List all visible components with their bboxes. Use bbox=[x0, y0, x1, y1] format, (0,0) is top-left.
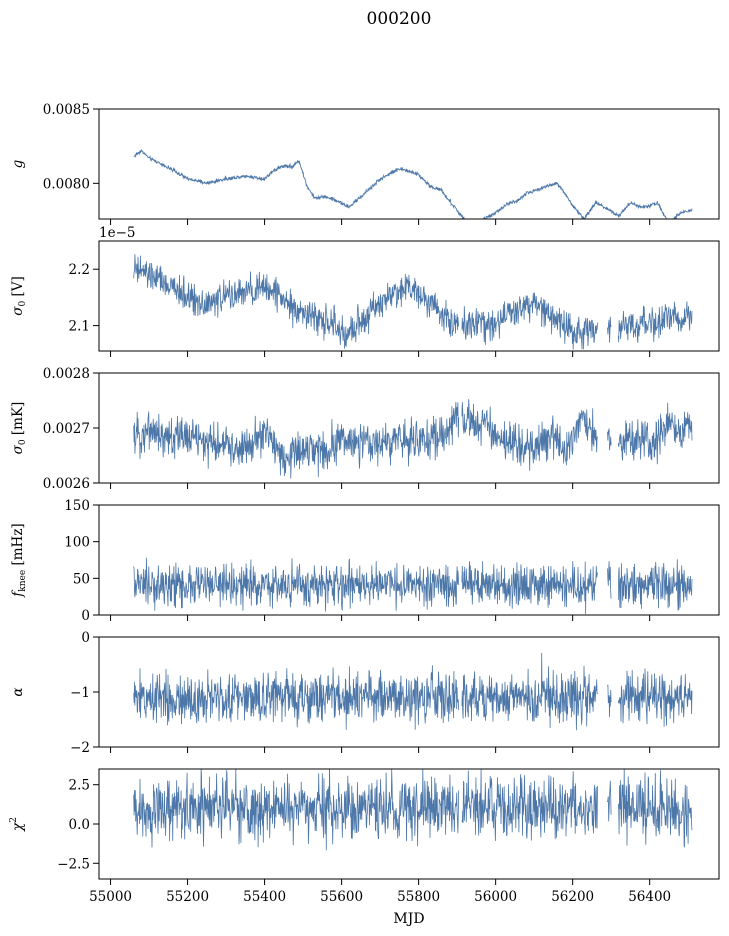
x-tick-label: 55800 bbox=[397, 889, 440, 905]
y-tick-label: 0.0080 bbox=[43, 176, 90, 192]
y-tick-label: 50 bbox=[73, 571, 90, 587]
x-tick-label: 55600 bbox=[320, 889, 363, 905]
x-tick-label: 56400 bbox=[628, 889, 671, 905]
subplot-3: 0.0026 0.0027 0.0028 σ0 [mK] bbox=[10, 366, 720, 492]
offset-label: 1e−5 bbox=[99, 225, 135, 241]
y-axis-label: χ2 bbox=[9, 817, 26, 832]
series-line bbox=[133, 652, 693, 731]
axes-frame bbox=[98, 108, 720, 220]
axes-frame bbox=[98, 240, 720, 352]
x-tick-label: 55000 bbox=[89, 889, 132, 905]
y-tick-label: 0.0085 bbox=[43, 102, 90, 118]
x-tick-label: 55400 bbox=[243, 889, 286, 905]
y-tick-label: 100 bbox=[64, 535, 90, 551]
y-tick-label: −1 bbox=[70, 685, 90, 701]
y-tick-label: 150 bbox=[64, 498, 90, 514]
subplot-5: −2 −1 0 α bbox=[10, 630, 720, 756]
axes-frame bbox=[98, 504, 720, 616]
y-axis-label: fknee [mHz] bbox=[10, 523, 28, 597]
y-tick-label: 0 bbox=[81, 608, 90, 624]
x-tick-label: 56000 bbox=[474, 889, 517, 905]
subplot-4: 0 50 100 150 fknee [mHz] bbox=[10, 498, 720, 624]
series-line bbox=[133, 254, 693, 350]
y-axis-label: σ0 [mK] bbox=[10, 402, 28, 455]
y-tick-label: 0.0 bbox=[69, 817, 90, 833]
subplot-2: 2.1 2.2 1e−5 σ0 [V] bbox=[10, 225, 720, 357]
y-axis-label: σ0 [V] bbox=[10, 276, 28, 316]
y-axis-label: α bbox=[10, 687, 26, 696]
subplot-6: 55000 55200 55400 55600 55800 56000 56200 56400… bbox=[9, 768, 720, 905]
series-line bbox=[133, 557, 693, 615]
y-tick-label: 2.2 bbox=[69, 262, 90, 278]
y-axis-label: g bbox=[10, 159, 26, 168]
figure-title: 000200 bbox=[367, 9, 432, 29]
series-line bbox=[133, 769, 693, 851]
y-tick-label: 0.0028 bbox=[43, 366, 90, 382]
y-tick-label: 0.0027 bbox=[43, 421, 90, 437]
series-line bbox=[133, 149, 693, 219]
y-tick-label: 2.5 bbox=[69, 778, 90, 794]
y-tick-label: 2.1 bbox=[69, 319, 90, 335]
y-tick-label: 0 bbox=[81, 630, 90, 646]
series-line bbox=[133, 399, 693, 479]
y-tick-label: −2 bbox=[70, 740, 90, 756]
x-tick-label: 56200 bbox=[551, 889, 594, 905]
y-tick-label: −2.5 bbox=[57, 856, 90, 872]
subplot-1: 0.0080 0.0085 g bbox=[10, 102, 720, 225]
x-tick-label: 55200 bbox=[166, 889, 209, 905]
y-tick-label: 0.0026 bbox=[43, 476, 90, 492]
x-axis-label: MJD bbox=[393, 911, 424, 927]
